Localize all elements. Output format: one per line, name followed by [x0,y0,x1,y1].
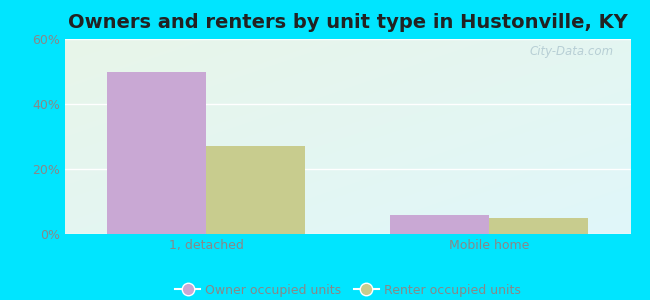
Title: Owners and renters by unit type in Hustonville, KY: Owners and renters by unit type in Husto… [68,13,628,32]
Bar [207,146,306,234]
Bar [489,218,588,234]
Bar [107,71,207,234]
Text: City-Data.com: City-Data.com [529,45,614,58]
Bar [390,214,489,234]
Legend: Owner occupied units, Renter occupied units: Owner occupied units, Renter occupied un… [170,279,525,300]
